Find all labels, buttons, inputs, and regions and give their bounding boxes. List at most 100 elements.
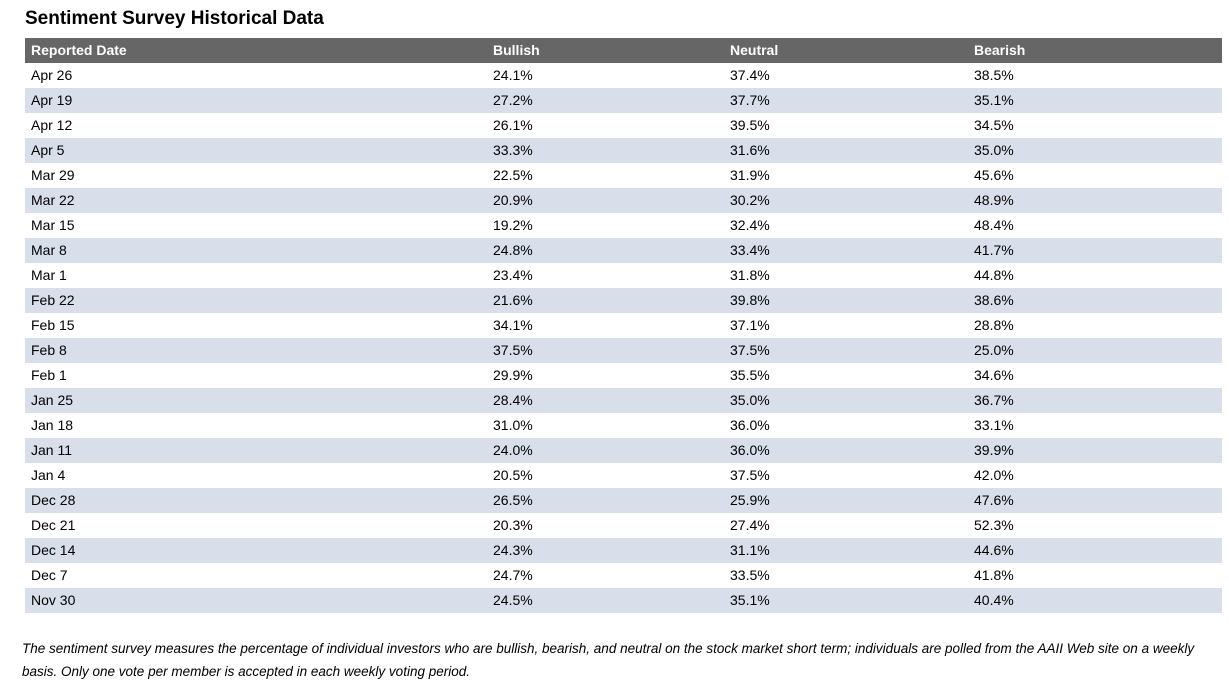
table-row: Feb 8 37.5% 37.5% 25.0% xyxy=(25,338,1222,363)
neutral-cell: 33.5% xyxy=(730,567,770,583)
reported-date-cell: Dec 28 xyxy=(31,492,76,508)
neutral-cell: 39.5% xyxy=(730,117,770,133)
bullish-cell: 22.5% xyxy=(493,167,533,183)
bullish-cell: 20.9% xyxy=(493,192,533,208)
neutral-cell: 27.4% xyxy=(730,517,770,533)
column-header-bearish: Bearish xyxy=(968,38,1222,63)
neutral-cell: 37.1% xyxy=(730,317,770,333)
table-row: Jan 25 28.4% 35.0% 36.7% xyxy=(25,388,1222,413)
bearish-cell: 44.6% xyxy=(974,542,1014,558)
neutral-cell: 37.5% xyxy=(730,342,770,358)
table-row: Apr 12 26.1% 39.5% 34.5% xyxy=(25,113,1222,138)
table-row: Dec 14 24.3% 31.1% 44.6% xyxy=(25,538,1222,563)
bearish-cell: 35.1% xyxy=(974,92,1014,108)
bullish-cell: 24.8% xyxy=(493,242,533,258)
neutral-cell: 30.2% xyxy=(730,192,770,208)
table-row: Mar 29 22.5% 31.9% 45.6% xyxy=(25,163,1222,188)
neutral-cell: 37.4% xyxy=(730,67,770,83)
reported-date-cell: Feb 8 xyxy=(31,342,67,358)
bearish-cell: 36.7% xyxy=(974,392,1014,408)
table-row: Mar 15 19.2% 32.4% 48.4% xyxy=(25,213,1222,238)
neutral-cell: 31.1% xyxy=(730,542,770,558)
bearish-cell: 34.5% xyxy=(974,117,1014,133)
reported-date-cell: Jan 11 xyxy=(31,442,72,458)
reported-date-cell: Jan 25 xyxy=(31,392,74,408)
bearish-cell: 25.0% xyxy=(974,342,1014,358)
reported-date-cell: Apr 5 xyxy=(31,142,65,158)
reported-date-cell: Feb 1 xyxy=(31,367,67,383)
table-row: Mar 1 23.4% 31.8% 44.8% xyxy=(25,263,1222,288)
bearish-cell: 41.8% xyxy=(974,567,1014,583)
neutral-cell: 25.9% xyxy=(730,492,770,508)
table-row: Dec 21 20.3% 27.4% 52.3% xyxy=(25,513,1222,538)
reported-date-cell: Mar 1 xyxy=(31,267,67,283)
reported-date-cell: Dec 21 xyxy=(31,517,76,533)
neutral-cell: 35.5% xyxy=(730,367,770,383)
bearish-cell: 28.8% xyxy=(974,317,1014,333)
bearish-cell: 33.1% xyxy=(974,417,1014,433)
bullish-cell: 24.7% xyxy=(493,567,533,583)
neutral-cell: 36.0% xyxy=(730,442,770,458)
bearish-cell: 45.6% xyxy=(974,167,1014,183)
neutral-cell: 39.8% xyxy=(730,292,770,308)
column-header-bullish: Bullish xyxy=(487,38,724,63)
reported-date-cell: Apr 26 xyxy=(31,67,73,83)
neutral-cell: 33.4% xyxy=(730,242,770,258)
bullish-cell: 29.9% xyxy=(493,367,533,383)
bullish-cell: 26.1% xyxy=(493,117,533,133)
neutral-cell: 31.6% xyxy=(730,142,770,158)
column-header-neutral: Neutral xyxy=(724,38,968,63)
bearish-cell: 52.3% xyxy=(974,517,1014,533)
bearish-cell: 34.6% xyxy=(974,367,1014,383)
reported-date-cell: Jan 18 xyxy=(31,417,74,433)
table-row: Apr 26 24.1% 37.4% 38.5% xyxy=(25,63,1222,88)
reported-date-cell: Feb 15 xyxy=(31,317,75,333)
bearish-cell: 38.6% xyxy=(974,292,1014,308)
reported-date-cell: Apr 12 xyxy=(31,117,73,133)
neutral-cell: 32.4% xyxy=(730,217,770,233)
reported-date-cell: Mar 29 xyxy=(31,167,75,183)
reported-date-cell: Feb 22 xyxy=(31,292,75,308)
table-row: Mar 8 24.8% 33.4% 41.7% xyxy=(25,238,1222,263)
bullish-cell: 27.2% xyxy=(493,92,533,108)
bullish-cell: 20.5% xyxy=(493,467,533,483)
reported-date-cell: Jan 4 xyxy=(31,467,66,483)
bearish-cell: 38.5% xyxy=(974,67,1014,83)
reported-date-cell: Dec 14 xyxy=(31,542,76,558)
reported-date-cell: Mar 8 xyxy=(31,242,67,258)
reported-date-cell: Mar 15 xyxy=(31,217,75,233)
bearish-cell: 44.8% xyxy=(974,267,1014,283)
survey-footnote: The sentiment survey measures the percen… xyxy=(22,641,1195,679)
bullish-cell: 21.6% xyxy=(493,292,533,308)
bullish-cell: 24.0% xyxy=(493,442,533,458)
bearish-cell: 41.7% xyxy=(974,242,1014,258)
neutral-cell: 37.5% xyxy=(730,467,770,483)
page-title: Sentiment Survey Historical Data xyxy=(25,8,324,29)
bullish-cell: 31.0% xyxy=(493,417,533,433)
bearish-cell: 35.0% xyxy=(974,142,1014,158)
table-row: Apr 5 33.3% 31.6% 35.0% xyxy=(25,138,1222,163)
table-row: Jan 18 31.0% 36.0% 33.1% xyxy=(25,413,1222,438)
bullish-cell: 24.3% xyxy=(493,542,533,558)
table-row: Mar 22 20.9% 30.2% 48.9% xyxy=(25,188,1222,213)
table-row: Feb 1 29.9% 35.5% 34.6% xyxy=(25,363,1222,388)
bullish-cell: 33.3% xyxy=(493,142,533,158)
reported-date-cell: Apr 19 xyxy=(31,92,73,108)
neutral-cell: 35.0% xyxy=(730,392,770,408)
neutral-cell: 36.0% xyxy=(730,417,770,433)
bullish-cell: 24.1% xyxy=(493,67,533,83)
bullish-cell: 23.4% xyxy=(493,267,533,283)
table-row: Apr 19 27.2% 37.7% 35.1% xyxy=(25,88,1222,113)
bearish-cell: 48.4% xyxy=(974,217,1014,233)
reported-date-cell: Mar 22 xyxy=(31,192,75,208)
bullish-cell: 28.4% xyxy=(493,392,533,408)
table-row: Dec 28 26.5% 25.9% 47.6% xyxy=(25,488,1222,513)
neutral-cell: 37.7% xyxy=(730,92,770,108)
bullish-cell: 37.5% xyxy=(493,342,533,358)
bullish-cell: 34.1% xyxy=(493,317,533,333)
neutral-cell: 35.1% xyxy=(730,592,770,608)
reported-date-cell: Nov 30 xyxy=(31,592,76,608)
bullish-cell: 20.3% xyxy=(493,517,533,533)
table-header-row: Reported Date Bullish Neutral Bearish xyxy=(25,38,1222,63)
